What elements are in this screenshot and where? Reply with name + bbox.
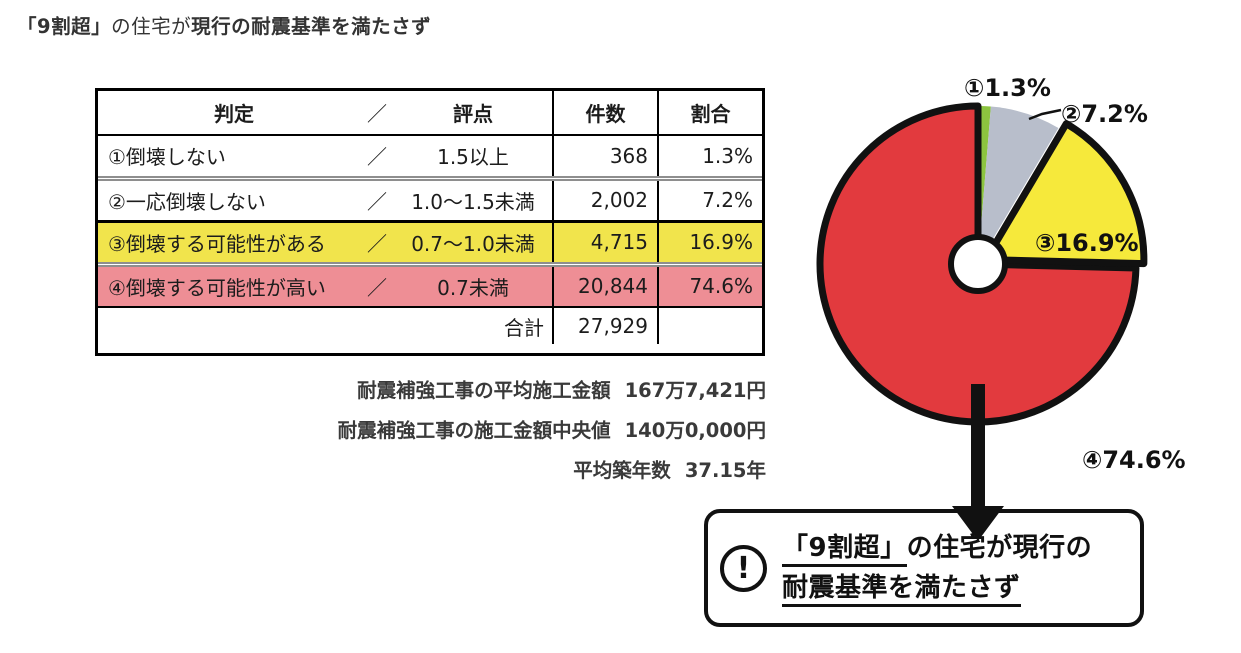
title-part-1: 「9割超」 (17, 15, 112, 38)
row-count: 20,844 (552, 264, 658, 308)
header-judge-label: 判定 (214, 102, 254, 126)
table-row: ②一応倒壊しない ／ 1.0〜1.5未満 2,002 7.2% (98, 178, 762, 223)
row-score: 1.5以上 (437, 145, 509, 170)
row-count: 4,715 (552, 221, 658, 267)
slash-separator: ／ (367, 145, 387, 170)
row-ratio: 7.2% (657, 178, 762, 223)
row-name: ④倒壊する可能性が高い (108, 275, 326, 300)
table-header-row: 判定 ／ 評点 件数 割合 (98, 91, 762, 136)
slash-separator: ／ (367, 275, 387, 300)
table-row-highlight-pink: ④倒壊する可能性が高い ／ 0.7未満 20,844 74.6% (98, 264, 762, 308)
table-row-highlight-yellow: ③倒壊する可能性がある ／ 0.7〜1.0未満 4,715 16.9% (98, 221, 762, 267)
stat-value: 167万7,421円 (624, 379, 766, 402)
stat-label: 耐震補強工事の平均施工金額 (357, 379, 611, 402)
row-score: 0.7未満 (437, 275, 509, 300)
stat-label: 平均築年数 (573, 459, 671, 482)
pie-chart (816, 102, 1148, 541)
pie-label-1: ①1.3% (964, 74, 1051, 102)
slash-separator: ／ (367, 102, 387, 126)
callout-emphasis: 「9割超」 (782, 533, 907, 567)
row-count: 2,002 (552, 178, 658, 223)
header-count-label: 件数 (552, 91, 658, 136)
judgement-table: 判定 ／ 評点 件数 割合 ①倒壊しない ／ 1.5以上 368 1.3% (95, 88, 765, 356)
total-count: 27,929 (552, 307, 658, 344)
callout-line-1: 「9割超」の住宅が現行の (782, 528, 1092, 568)
total-label: 合計 (504, 315, 544, 340)
stat-value: 37.15年 (684, 459, 766, 482)
alert-exclamation-icon: ! (720, 544, 767, 592)
header-score-label: 評点 (453, 102, 493, 126)
pie-slice-3 (982, 120, 1148, 268)
row-ratio: 16.9% (657, 221, 762, 267)
pie-label-2: ②7.2% (1061, 100, 1148, 128)
row-name: ①倒壊しない (108, 145, 226, 170)
row-name: ③倒壊する可能性がある (108, 231, 326, 256)
stat-line: 平均築年数 37.15年 (260, 454, 766, 483)
row-ratio: 74.6% (657, 264, 762, 308)
row-ratio: 1.3% (657, 135, 762, 181)
row-score: 0.7〜1.0未満 (411, 231, 535, 256)
header-judge-score: 判定 ／ 評点 (98, 91, 553, 136)
row-score: 1.0〜1.5未満 (411, 189, 535, 214)
donut-hole (948, 234, 1008, 294)
stat-line: 耐震補強工事の平均施工金額 167万7,421円 (260, 374, 766, 403)
table-total-row: 合計 27,929 (98, 307, 762, 344)
total-ratio-empty (657, 307, 762, 344)
table-row: ①倒壊しない ／ 1.5以上 368 1.3% (98, 135, 762, 181)
pie-slice-2 (978, 106, 1059, 264)
callout-text: 「9割超」の住宅が現行の 耐震基準を満たさず (782, 528, 1092, 608)
row-name: ②一応倒壊しない (108, 189, 266, 214)
down-arrow-icon (952, 384, 1004, 541)
title-part-3: 現行の耐震基準を満たさず (191, 15, 432, 38)
stat-label: 耐震補強工事の施工金額中央値 (337, 419, 611, 442)
slash-separator: ／ (367, 231, 387, 256)
title-part-2: の住宅が (111, 15, 192, 38)
row-count: 368 (552, 135, 658, 181)
page-title: 「9割超」の住宅が現行の耐震基準を満たさず (17, 10, 431, 39)
callout-box: ! 「9割超」の住宅が現行の 耐震基準を満たさず (704, 509, 1144, 627)
header-ratio-label: 割合 (657, 91, 762, 136)
stats-block: 耐震補強工事の平均施工金額 167万7,421円 耐震補強工事の施工金額中央値 14… (260, 374, 766, 494)
leader-line (1028, 108, 1062, 121)
slash-separator: ／ (367, 189, 387, 214)
callout-line-2: 耐震基準を満たさず (782, 568, 1092, 608)
stat-value: 140万0,000円 (624, 419, 766, 442)
pie-label-4: ④74.6% (1082, 446, 1186, 474)
pie-label-3: ③16.9% (1035, 229, 1139, 257)
stat-line: 耐震補強工事の施工金額中央値 140万0,000円 (260, 414, 766, 443)
